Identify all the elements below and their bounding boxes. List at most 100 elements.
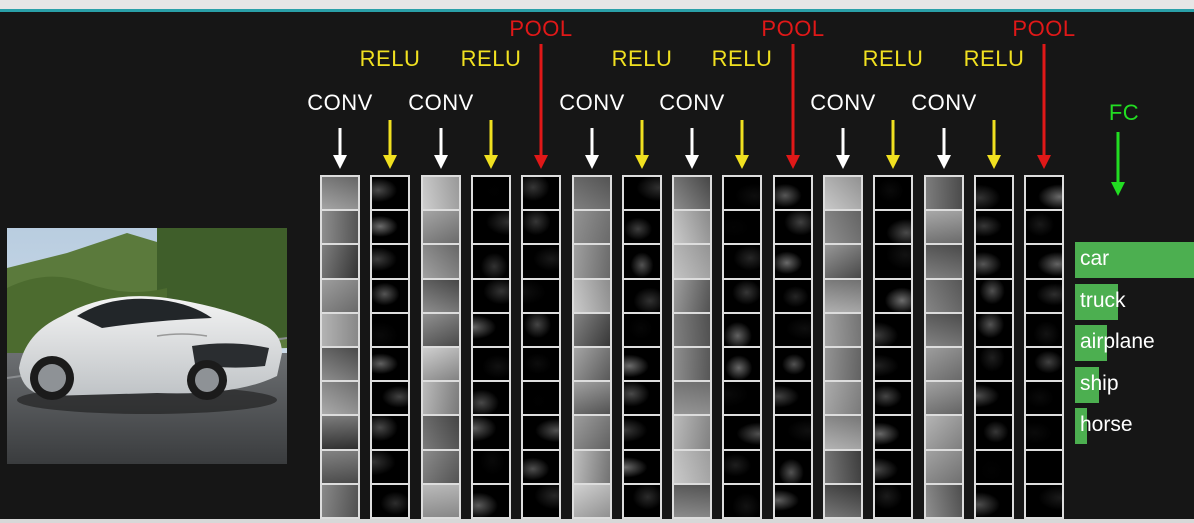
feature-map bbox=[875, 245, 911, 280]
feature-map bbox=[775, 313, 811, 349]
feature-map bbox=[473, 484, 509, 518]
feature-map bbox=[423, 279, 459, 314]
fc-label: FC bbox=[1108, 100, 1140, 125]
feature-map bbox=[372, 348, 408, 383]
bottom-border bbox=[0, 519, 1194, 523]
feature-map bbox=[875, 211, 911, 246]
layer-arrowhead-3 bbox=[434, 155, 448, 169]
layer-arrowhead-6 bbox=[585, 155, 599, 169]
layer-label-13: CONV bbox=[911, 90, 977, 115]
feature-map bbox=[825, 450, 861, 485]
feature-map bbox=[523, 382, 559, 417]
feature-map bbox=[976, 313, 1012, 349]
feature-map bbox=[976, 382, 1012, 417]
feature-map bbox=[1026, 348, 1062, 383]
class-bar-truck: truck bbox=[1075, 283, 1194, 320]
class-label: horse bbox=[1080, 413, 1133, 436]
feature-map bbox=[926, 416, 962, 451]
layer-label-4: RELU bbox=[460, 46, 522, 71]
layer-arrowhead-2 bbox=[383, 155, 397, 169]
feature-map bbox=[523, 484, 559, 518]
feature-map bbox=[674, 484, 710, 518]
feature-map bbox=[423, 245, 459, 280]
layer-arrowhead-1 bbox=[333, 155, 347, 169]
layer-arrowhead-11 bbox=[836, 155, 850, 169]
feature-map bbox=[574, 245, 610, 280]
feature-map-column-10 bbox=[773, 175, 813, 519]
feature-map bbox=[523, 177, 559, 212]
feature-map bbox=[423, 211, 459, 246]
feature-map bbox=[372, 416, 408, 451]
feature-map-column-15 bbox=[1024, 175, 1064, 519]
feature-map bbox=[322, 245, 358, 280]
feature-map bbox=[1026, 484, 1062, 518]
feature-map bbox=[473, 450, 509, 485]
feature-map bbox=[473, 279, 509, 314]
feature-map bbox=[574, 416, 610, 451]
feature-map bbox=[322, 177, 358, 212]
feature-map bbox=[724, 484, 760, 518]
feature-map bbox=[976, 245, 1012, 280]
layer-arrowhead-7 bbox=[635, 155, 649, 169]
feature-map bbox=[372, 484, 408, 518]
feature-map bbox=[322, 450, 358, 485]
feature-map bbox=[322, 416, 358, 451]
feature-map bbox=[473, 245, 509, 280]
feature-map-column-7 bbox=[622, 175, 662, 519]
feature-map bbox=[574, 177, 610, 212]
feature-map bbox=[825, 279, 861, 314]
feature-map bbox=[976, 348, 1012, 383]
class-label: airplane bbox=[1080, 330, 1155, 353]
feature-map bbox=[624, 450, 660, 485]
feature-map bbox=[574, 450, 610, 485]
class-bar-fill bbox=[1075, 325, 1107, 361]
feature-map bbox=[473, 313, 509, 349]
layer-label-2: RELU bbox=[359, 46, 421, 71]
feature-map bbox=[372, 211, 408, 246]
feature-map bbox=[674, 211, 710, 246]
feature-map bbox=[724, 348, 760, 383]
feature-map bbox=[423, 450, 459, 485]
layer-label-14: RELU bbox=[963, 46, 1025, 71]
layer-arrowhead-4 bbox=[484, 155, 498, 169]
feature-map bbox=[775, 484, 811, 518]
feature-map-column-3 bbox=[421, 175, 461, 519]
feature-map bbox=[624, 348, 660, 383]
feature-map bbox=[926, 348, 962, 383]
feature-map bbox=[825, 484, 861, 518]
feature-map bbox=[624, 279, 660, 314]
layer-label-6: CONV bbox=[559, 90, 625, 115]
class-bar-fill bbox=[1075, 283, 1118, 320]
feature-map-column-5 bbox=[521, 175, 561, 519]
feature-map bbox=[624, 245, 660, 280]
class-label: car bbox=[1080, 247, 1110, 270]
feature-map bbox=[775, 211, 811, 246]
feature-map bbox=[926, 177, 962, 212]
feature-map bbox=[775, 450, 811, 485]
feature-map bbox=[926, 245, 962, 280]
feature-map bbox=[372, 245, 408, 280]
feature-map bbox=[926, 382, 962, 417]
feature-map-column-2 bbox=[370, 175, 410, 519]
feature-map-column-1 bbox=[320, 175, 360, 519]
feature-map bbox=[875, 382, 911, 417]
feature-map bbox=[523, 245, 559, 280]
feature-map bbox=[624, 484, 660, 518]
feature-map bbox=[322, 313, 358, 349]
feature-map bbox=[1026, 211, 1062, 246]
layer-arrowhead-13 bbox=[937, 155, 951, 169]
feature-map bbox=[976, 416, 1012, 451]
feature-map bbox=[574, 484, 610, 518]
feature-map-column-13 bbox=[924, 175, 964, 519]
feature-map bbox=[322, 484, 358, 518]
feature-map-column-4 bbox=[471, 175, 511, 519]
feature-map bbox=[423, 177, 459, 212]
feature-map bbox=[724, 177, 760, 212]
feature-map bbox=[1026, 382, 1062, 417]
feature-map bbox=[1026, 245, 1062, 280]
class-bar-airplane: airplane bbox=[1075, 325, 1194, 361]
feature-map bbox=[423, 382, 459, 417]
layer-label-7: RELU bbox=[611, 46, 673, 71]
feature-map bbox=[926, 484, 962, 518]
layer-arrowhead-15 bbox=[1037, 155, 1051, 169]
